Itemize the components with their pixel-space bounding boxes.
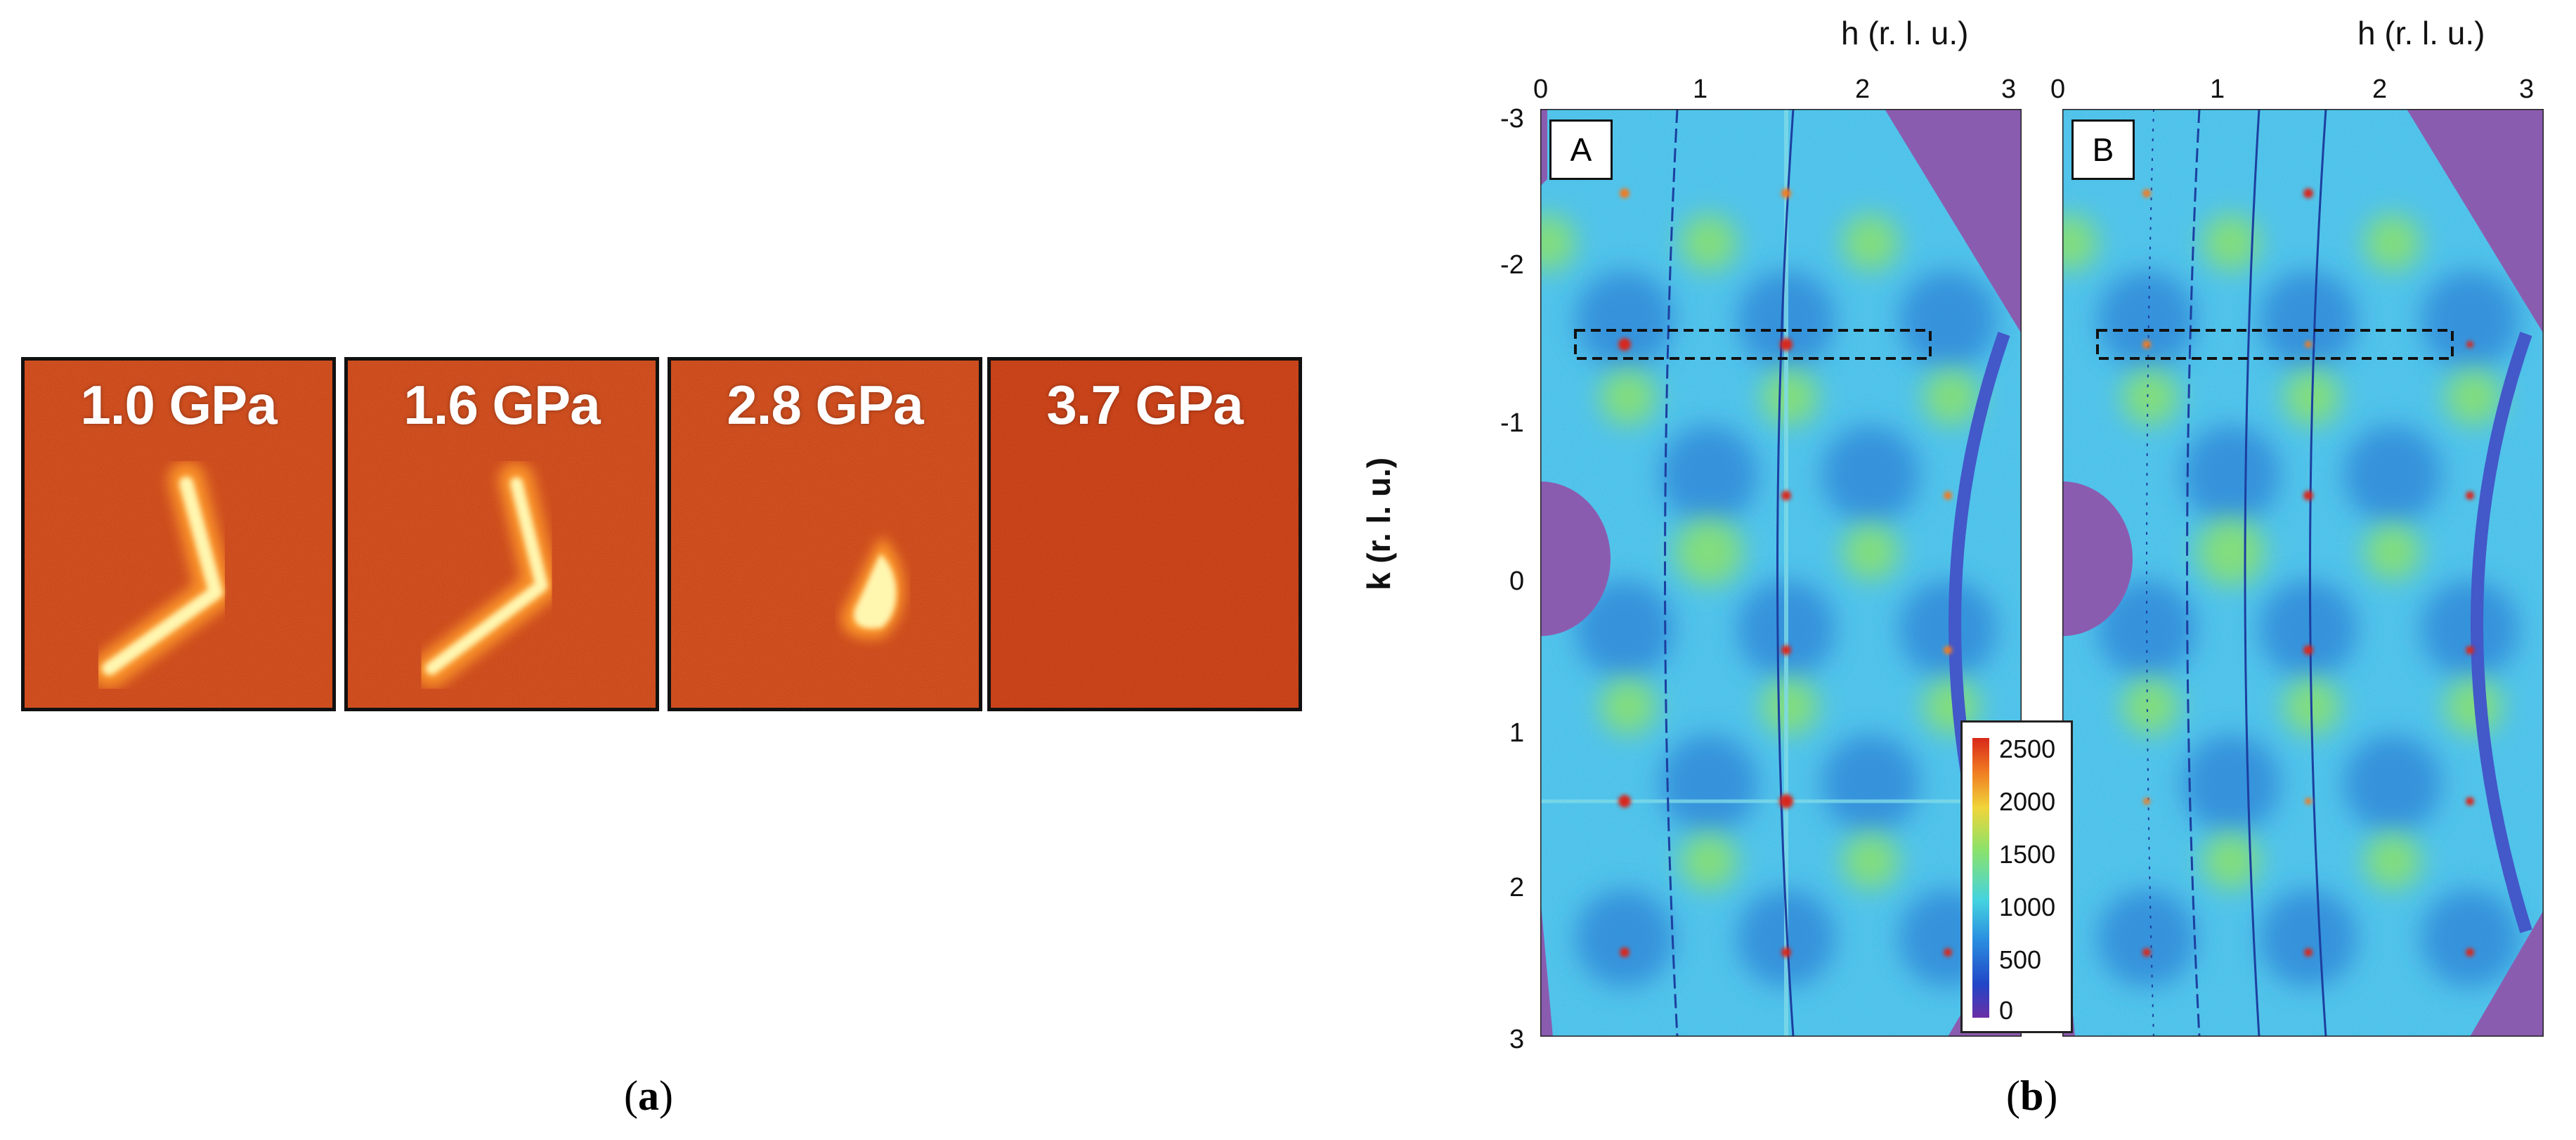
pressure-panel: 1.0 GPa: [21, 357, 336, 711]
y-axis-title: k (r. l. u.): [1360, 457, 1397, 590]
pressure-panel: 2.8 GPa: [668, 357, 982, 711]
map-label: B: [2071, 119, 2135, 180]
colorbar-tick: 1500: [1999, 840, 2056, 869]
y-tick-label: 1: [1509, 718, 1525, 748]
diffraction-image: [348, 361, 656, 708]
y-tick-label: 3: [1509, 1025, 1525, 1054]
pressure-label: 1.0 GPa: [80, 374, 277, 436]
pressure-panel: 1.6 GPa: [344, 357, 659, 711]
diffraction-image: [991, 361, 1299, 708]
y-tick-label: 2: [1509, 873, 1525, 902]
x-tick-label: 3: [2519, 75, 2535, 104]
x-tick-label: 3: [2001, 75, 2017, 104]
pressure-label: 1.6 GPa: [403, 374, 600, 436]
caption-a: (a): [624, 1073, 673, 1119]
caption-b: (b): [2006, 1073, 2058, 1119]
pressure-label: 3.7 GPa: [1046, 374, 1243, 436]
x-tick-label: 0: [2050, 75, 2066, 104]
y-tick-label: -1: [1500, 408, 1524, 438]
reciprocal-space-map-b: [2062, 109, 2544, 1037]
x-tick-label: 2: [2372, 75, 2388, 104]
colorbar: 2500 2000 1500 1000 500 0: [1960, 720, 2073, 1033]
x-tick-label: 1: [2210, 75, 2225, 104]
x-tick-label: 0: [1533, 75, 1549, 104]
x-tick-label: 1: [1693, 75, 1708, 104]
colorbar-tick: 1000: [1999, 893, 2056, 921]
y-tick-label: -2: [1500, 250, 1524, 280]
x-tick-label: 2: [1855, 75, 1871, 104]
colorbar-gradient: [1972, 738, 1989, 1018]
colorbar-tick: 0: [1999, 996, 2014, 1025]
x-axis-title: h (r. l. u.): [2357, 15, 2485, 51]
pressure-panel: 3.7 GPa: [987, 357, 1302, 711]
colorbar-tick: 2500: [1999, 734, 2056, 763]
diffraction-image: [671, 361, 979, 708]
x-axis-title: h (r. l. u.): [1841, 15, 1969, 51]
map-label: A: [1549, 119, 1613, 180]
diffraction-image: [25, 361, 332, 708]
reciprocal-space-map-a: [1540, 109, 2022, 1037]
pressure-label: 2.8 GPa: [727, 374, 923, 436]
y-tick-label: -3: [1500, 104, 1524, 134]
y-tick-label: 0: [1509, 566, 1525, 596]
colorbar-tick: 2000: [1999, 787, 2056, 816]
colorbar-tick: 500: [1999, 945, 2042, 974]
